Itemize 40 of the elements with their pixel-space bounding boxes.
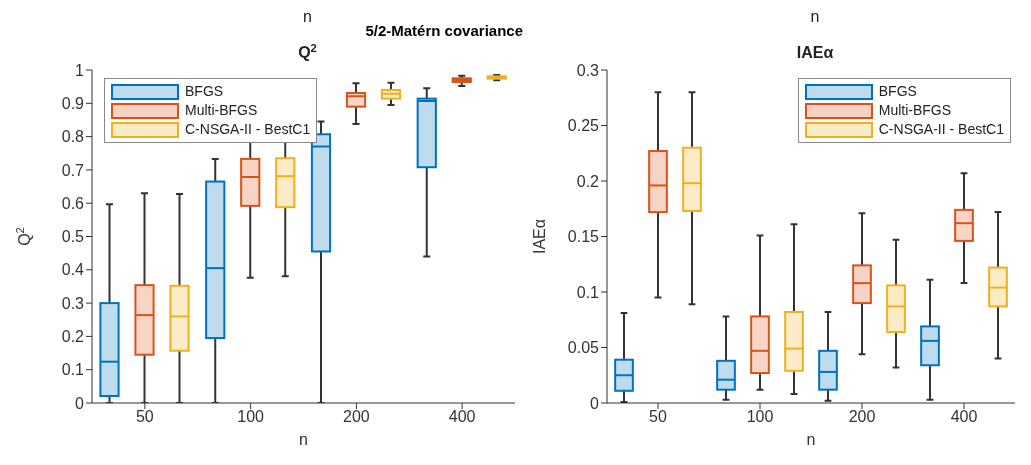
- text: n: [809, 8, 821, 26]
- y-tick-label: 0: [75, 394, 85, 412]
- y-tick-label: 0.7: [61, 161, 85, 179]
- y-axis-title: IAEα: [531, 218, 548, 255]
- y-tick-label: 0.2: [576, 172, 600, 190]
- text: 5/2-Matérn covariance: [365, 22, 523, 39]
- y-tick-label: 0.2: [61, 328, 85, 346]
- x-tick-label: 50: [135, 408, 154, 426]
- y-tick-label: 0.8: [61, 128, 85, 146]
- text: n: [303, 8, 312, 25]
- chart-title: Q$^{2}$: [298, 42, 317, 61]
- legend-label: Multi-BFGS: [878, 101, 952, 120]
- legend-label: BFGS: [185, 82, 224, 101]
- y-tick-label: 0.15: [567, 228, 600, 246]
- y-tick-label: 0.25: [567, 117, 600, 135]
- y-tick-label: 0.05: [567, 339, 600, 357]
- x-tick-label: 50: [649, 408, 667, 426]
- y-tick-label: 0.3: [576, 61, 600, 79]
- legend-label: C-NSGA-II - BestC1: [878, 120, 1004, 139]
- legend-label: BFGS: [878, 82, 917, 101]
- x-tick-label: 200: [848, 408, 876, 426]
- x-tick-label: 100: [237, 408, 265, 426]
- legend-label: C-NSGA-II - BestC1: [185, 120, 311, 139]
- x-axis-title: n: [299, 431, 308, 448]
- y-tick-label: 0.6: [61, 194, 85, 212]
- x-axis-title: n: [806, 431, 816, 448]
- y-tick-label: 0.9: [61, 94, 85, 112]
- y-tick-label: 0.5: [61, 228, 85, 246]
- x-tick-label: 100: [746, 408, 774, 426]
- y-tick-label: 0.1: [61, 361, 85, 379]
- chart-title: IAEα: [796, 44, 834, 61]
- y-tick-label: 1: [75, 61, 85, 79]
- x-tick-label: 400: [448, 408, 476, 426]
- y-tick-label: 0.4: [61, 261, 85, 279]
- legend-label: Multi-BFGS: [185, 101, 258, 120]
- y-tick-label: 0.3: [61, 294, 85, 312]
- y-tick-label: 0.1: [576, 283, 600, 301]
- x-tick-label: 400: [950, 408, 978, 426]
- x-tick-label: 200: [343, 408, 370, 426]
- y-tick-label: 0: [590, 394, 600, 412]
